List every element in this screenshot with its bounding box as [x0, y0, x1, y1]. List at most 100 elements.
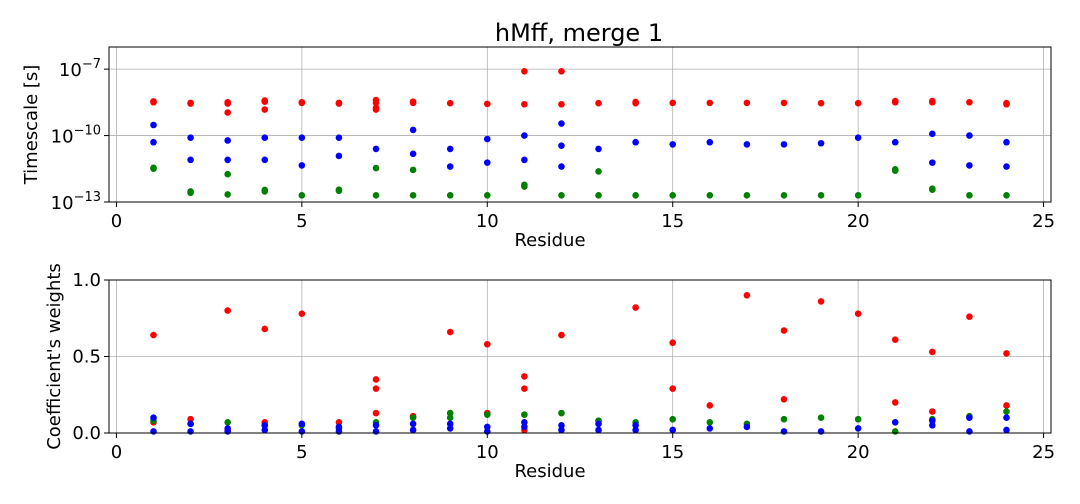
data-point	[891, 138, 899, 146]
data-point	[558, 163, 565, 170]
data-point	[817, 414, 825, 422]
data-point	[409, 192, 417, 199]
data-point	[224, 170, 231, 178]
data-point	[521, 132, 528, 139]
data-point	[632, 192, 639, 199]
data-point	[817, 428, 825, 435]
data-point	[409, 166, 417, 174]
data-point	[743, 99, 751, 107]
data-point	[521, 385, 528, 392]
data-point	[261, 98, 269, 105]
data-point	[261, 422, 269, 429]
y-axis-label: Coefficient's weights	[44, 263, 65, 450]
data-point	[187, 415, 194, 423]
data-point	[483, 135, 491, 143]
data-point	[929, 159, 936, 166]
y-tick-label: 10−13	[51, 190, 101, 214]
data-point	[891, 399, 899, 406]
data-point	[1003, 426, 1010, 434]
x-tick-label: 20	[847, 211, 870, 232]
data-point	[891, 418, 899, 426]
data-point	[187, 156, 194, 164]
data-point	[187, 420, 194, 428]
data-point	[187, 189, 194, 197]
data-point	[261, 325, 269, 333]
y-tick-label: 1.0	[72, 270, 101, 291]
data-point	[1003, 414, 1010, 422]
data-point	[372, 409, 380, 417]
x-tick-label: 0	[111, 211, 122, 232]
data-point	[1003, 100, 1010, 108]
data-point	[446, 328, 454, 336]
data-point	[595, 192, 602, 199]
x-tick-label: 5	[296, 211, 307, 232]
data-point	[929, 348, 936, 356]
data-point	[780, 415, 788, 423]
data-point	[966, 162, 973, 169]
data-point	[150, 428, 157, 435]
data-point	[706, 192, 714, 199]
data-point	[817, 139, 825, 147]
data-point	[521, 423, 528, 431]
x-tick-label: 0	[111, 442, 122, 463]
data-point	[409, 414, 417, 422]
data-point	[1003, 402, 1010, 409]
data-point	[409, 126, 417, 134]
data-point	[372, 428, 380, 435]
data-point	[521, 156, 528, 164]
data-point	[929, 408, 936, 415]
data-point	[521, 183, 528, 190]
data-point	[595, 168, 602, 175]
data-point	[150, 121, 157, 129]
data-point	[743, 423, 751, 431]
data-point	[1003, 163, 1010, 170]
data-point	[632, 138, 639, 146]
data-point	[224, 100, 231, 107]
data-point	[372, 164, 380, 172]
data-point	[743, 192, 751, 199]
data-point	[335, 100, 343, 107]
data-point	[150, 331, 157, 339]
data-point	[187, 428, 194, 435]
data-point	[780, 396, 788, 403]
data-point	[632, 426, 639, 434]
data-point	[632, 99, 639, 107]
data-point	[780, 428, 788, 435]
data-point	[595, 145, 602, 153]
data-point	[335, 134, 343, 142]
chart-title: hMff, merge 1	[495, 19, 663, 47]
data-point	[780, 192, 788, 199]
data-point	[521, 418, 528, 426]
data-point	[446, 163, 454, 170]
data-point	[891, 336, 899, 343]
data-point	[891, 428, 899, 435]
data-point	[483, 423, 491, 431]
data-point	[335, 423, 343, 431]
data-point	[521, 100, 528, 108]
data-point	[1003, 138, 1010, 146]
data-point	[1003, 408, 1010, 415]
data-point	[298, 192, 306, 199]
data-point	[224, 137, 231, 144]
data-point	[446, 414, 454, 422]
data-point	[335, 428, 343, 435]
data-point	[558, 100, 565, 108]
data-point	[706, 425, 714, 432]
data-point	[298, 134, 306, 142]
data-point	[224, 191, 231, 198]
data-point	[372, 376, 380, 383]
data-point	[261, 156, 269, 164]
y-tick-label: 0.0	[72, 423, 101, 444]
data-point	[261, 134, 269, 142]
data-point	[521, 411, 528, 418]
data-point	[966, 98, 973, 106]
data-point	[150, 165, 157, 172]
x-axis-label: Residue	[514, 461, 585, 482]
data-point	[446, 409, 454, 417]
data-point	[706, 138, 714, 146]
data-point	[483, 100, 491, 108]
data-point	[224, 109, 231, 116]
data-point	[372, 106, 380, 113]
data-point	[150, 98, 157, 106]
data-point	[929, 417, 936, 425]
